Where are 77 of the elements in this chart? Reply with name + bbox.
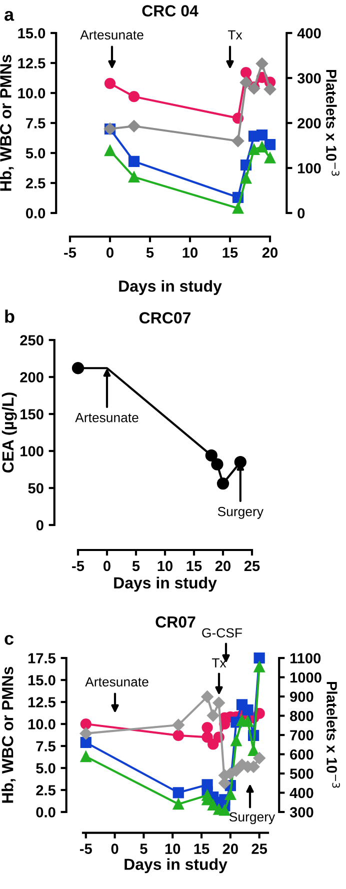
annotation: Tx — [212, 658, 226, 668]
y2-tick-label: 900 — [290, 692, 314, 702]
annotation: Artesunate — [80, 30, 144, 40]
chart-title: CR07 — [156, 616, 196, 628]
y2-tick-label: 400 — [290, 788, 314, 798]
chart-title: CRC07 — [139, 312, 190, 324]
y2-axis-title: Platelets x 10$^{−3}$ — [326, 682, 340, 788]
x-tick-label: 10 — [158, 560, 173, 572]
y-tick-label: 12.5 — [28, 697, 56, 708]
y-tick-label: 15.0 — [28, 675, 56, 686]
annotation: Tx — [228, 30, 242, 40]
text: G-CSF — [202, 628, 242, 638]
y-tick-label: 150 — [20, 409, 44, 420]
text: b — [5, 310, 14, 323]
y-tick-label: 15.0 — [18, 28, 46, 38]
y-tick-label: 5.0 — [36, 763, 56, 774]
x-tick-label: 25 — [252, 844, 268, 854]
y-tick-label: 250 — [20, 335, 44, 346]
y-tick-label: 2.5 — [36, 785, 56, 796]
text: Surgery — [230, 812, 276, 824]
y2-tick-label: 1100 — [290, 653, 321, 664]
text: a — [4, 10, 14, 21]
y-axis-title: Hb, WBC or PMNs — [2, 666, 16, 803]
x-tick-label: 0 — [106, 247, 114, 258]
x-tick-label: -5 — [72, 560, 84, 572]
y2-axis-title: Platelets x 10$^{−3}$ — [326, 70, 340, 176]
y-tick-label: 0 — [36, 520, 44, 530]
y-axis-title: CEA (µg/L) — [2, 392, 17, 473]
y-tick-label: 7.5 — [36, 741, 56, 752]
x-tick-label: 10 — [182, 247, 198, 258]
y2-tick-label: 700 — [290, 730, 314, 740]
x-axis-title: Days in study — [114, 576, 217, 592]
x-tick-label: 20 — [215, 560, 231, 572]
x-tick-label: 15 — [194, 844, 210, 854]
y-tick-label: 0.0 — [26, 208, 46, 218]
y-tick-label: 7.5 — [26, 118, 46, 128]
y-tick-label: 2.5 — [26, 178, 46, 188]
y-tick-label: 5.0 — [26, 148, 46, 158]
x-tick-label: 20 — [262, 247, 278, 258]
y2-tick-label: 1000 — [290, 672, 322, 683]
y-tick-label: 100 — [20, 446, 44, 456]
y-tick-label: 10.0 — [28, 719, 56, 730]
y2-tick-label: 500 — [290, 768, 314, 779]
y2-tick-label: 600 — [290, 749, 314, 760]
x-tick-label: -5 — [80, 844, 92, 854]
y-axis-title: Hb, WBC or PMNs — [0, 54, 14, 191]
y2-tick-label: 400 — [297, 28, 321, 38]
x-tick-label: 10 — [165, 844, 180, 854]
x-tick-label: 25 — [244, 560, 260, 572]
x-tick-label: 5 — [146, 248, 154, 258]
text: c — [4, 634, 14, 645]
chart-title: CRC 04 — [142, 5, 198, 16]
y2-tick-label: 100 — [298, 163, 321, 174]
y-tick-label: 17.5 — [28, 653, 56, 664]
annotation: Surgery — [218, 506, 264, 519]
y-tick-label: 10.0 — [18, 88, 46, 98]
x-tick-label: 5 — [132, 560, 140, 572]
x-tick-label: 0 — [104, 560, 110, 572]
annotation: Artesunate — [75, 413, 138, 422]
y-tick-label: 0.0 — [36, 807, 56, 818]
y2-tick-label: 800 — [290, 710, 314, 722]
y2-tick-label: 300 — [297, 73, 321, 84]
y-tick-label: 200 — [20, 372, 44, 382]
x-tick-label: 15 — [186, 560, 202, 572]
x-tick-label: 15 — [222, 248, 238, 258]
x-tick-label: 20 — [222, 844, 238, 854]
x-axis-title: Days in study — [119, 280, 222, 295]
x-tick-label: 0 — [111, 844, 118, 854]
y-tick-label: 50 — [28, 483, 44, 494]
x-axis-title: Days in study — [124, 858, 228, 874]
x-tick-label: -5 — [64, 248, 76, 258]
y2-tick-label: 200 — [298, 118, 321, 128]
x-tick-label: 5 — [140, 844, 148, 854]
y-tick-label: 12.5 — [18, 58, 46, 68]
annotation: Artesunate — [85, 677, 148, 687]
y2-tick-label: 0 — [298, 208, 305, 218]
y2-tick-label: 300 — [290, 807, 314, 818]
